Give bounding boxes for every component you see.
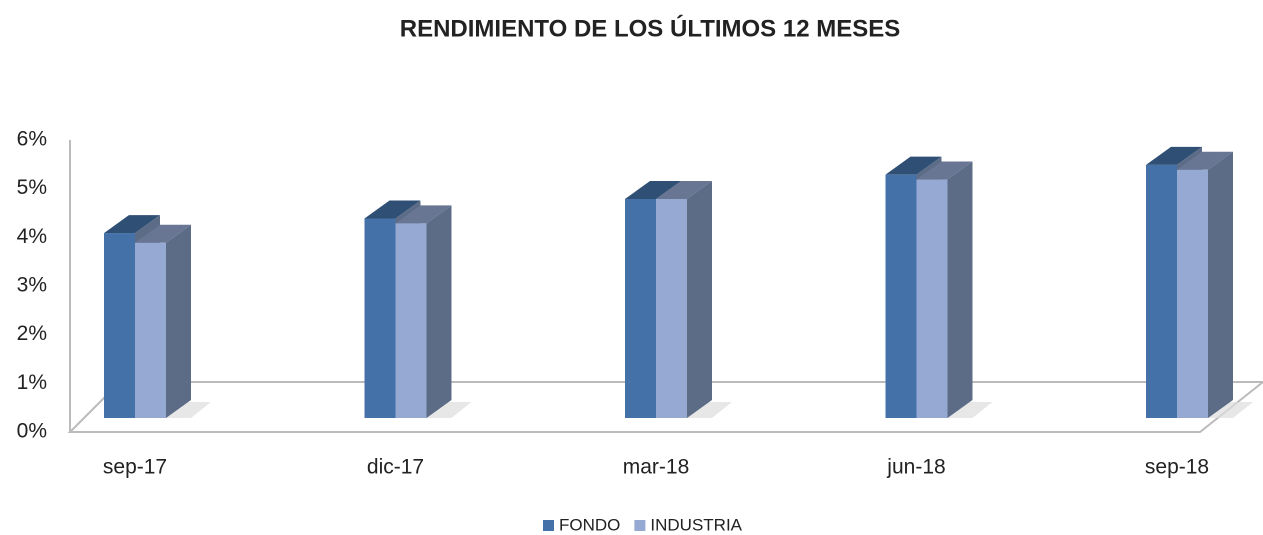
bar-top (625, 181, 681, 199)
y-tick-label: 4% (17, 225, 47, 248)
bar (104, 233, 135, 418)
x-tick-label: sep-17 (103, 456, 167, 479)
bar-top (656, 181, 712, 199)
x-tick-label: jun-18 (886, 456, 945, 479)
bar (885, 174, 917, 418)
bar-side (1208, 151, 1233, 419)
bar-top (395, 205, 452, 224)
bar-top (885, 156, 942, 175)
bar (1146, 164, 1177, 418)
bar-top (1146, 146, 1202, 165)
bar-side (947, 161, 973, 419)
legend-swatch (543, 520, 554, 531)
bar (135, 242, 166, 418)
y-tick-label: 3% (17, 274, 47, 297)
legend-swatch (634, 520, 646, 531)
legend-label: INDUSTRIA (650, 515, 742, 534)
y-tick-label: 5% (17, 176, 47, 199)
bar (625, 199, 656, 418)
legend-label: FONDO (559, 515, 620, 534)
bar (916, 179, 948, 418)
y-tick-label: 0% (17, 420, 47, 443)
bar (656, 199, 687, 418)
x-tick-label: dic-17 (367, 456, 424, 479)
chart-title: RENDIMIENTO DE LOS ÚLTIMOS 12 MESES (400, 14, 901, 42)
bar-side (166, 224, 191, 418)
x-tick-label: sep-18 (1145, 456, 1209, 479)
y-tick-label: 6% (17, 128, 47, 151)
bar-side (426, 205, 452, 418)
bar-top (104, 215, 160, 234)
bar-top (916, 161, 973, 180)
bar-top (1177, 151, 1233, 170)
y-tick-label: 2% (17, 322, 47, 345)
bar-top (135, 224, 191, 243)
bar-side (687, 181, 712, 418)
bar (364, 218, 396, 418)
bar (1177, 169, 1208, 418)
y-tick-label: 1% (17, 371, 47, 394)
bar-top (364, 200, 421, 219)
x-tick-label: mar-18 (623, 456, 690, 479)
bar (395, 223, 427, 418)
